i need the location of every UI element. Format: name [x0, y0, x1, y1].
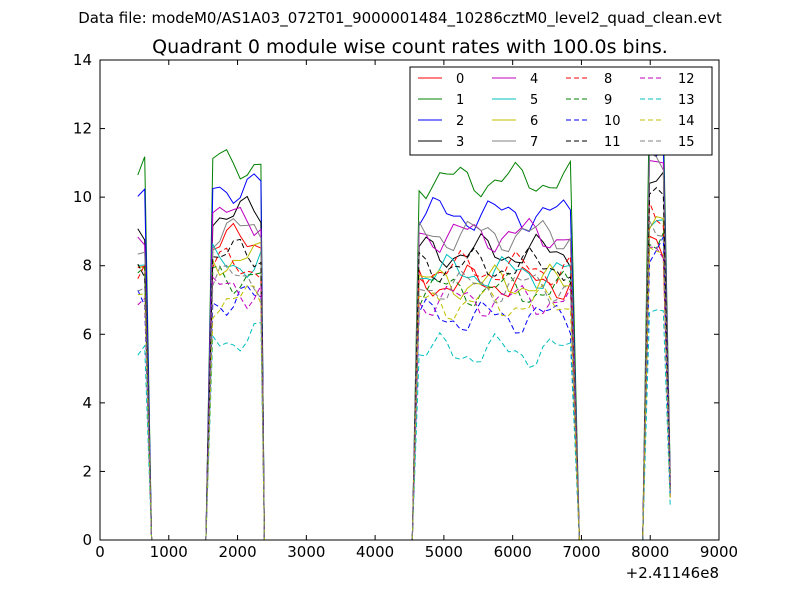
series-line-1 [137, 94, 671, 541]
y-tick-label: 10 [73, 188, 92, 206]
plot-frame [99, 59, 720, 541]
x-tick-label: 8000 [631, 543, 669, 561]
x-tick-label: 2000 [218, 543, 256, 561]
y-tick-label: 12 [73, 120, 92, 138]
x-tick-label: 5000 [425, 543, 463, 561]
axis-ticks: 0 1000 2000 3000 4000 5000 6000 7000 8000 9000 0 2 4… [73, 51, 738, 561]
series-line-5 [137, 219, 671, 541]
y-tick-label: 14 [73, 51, 92, 69]
legend-label-0: 0 [456, 72, 464, 87]
x-tick-label: 1000 [150, 543, 188, 561]
legend-label-10: 10 [604, 114, 621, 129]
chart-suptitle: Data file: modeM0/AS1A03_072T01_90000014… [78, 9, 722, 28]
series-line-7 [137, 151, 671, 541]
legend-label-8: 8 [604, 72, 612, 87]
series-line-13 [137, 309, 671, 541]
x-tick-label: 0 [95, 543, 105, 561]
legend-label-9: 9 [604, 93, 612, 108]
y-tick-label: 0 [82, 531, 92, 549]
legend-label-1: 1 [456, 93, 464, 108]
x-axis-offset-label: +2.41146e8 [626, 564, 719, 582]
x-tick-label: 3000 [287, 543, 325, 561]
series-line-6 [137, 216, 671, 541]
legend-label-4: 4 [530, 72, 538, 87]
x-tick-label: 7000 [562, 543, 600, 561]
legend-box [409, 66, 713, 156]
series-line-3 [137, 170, 671, 541]
series-line-11 [137, 186, 671, 541]
legend-label-6: 6 [530, 114, 538, 129]
legend-label-2: 2 [456, 114, 464, 129]
series-line-15 [137, 220, 671, 541]
legend-label-15: 15 [678, 135, 695, 150]
series-line-4 [137, 160, 671, 541]
series-line-10 [137, 236, 671, 541]
x-tick-label: 4000 [356, 543, 394, 561]
legend-label-11: 11 [604, 135, 621, 150]
legend-label-5: 5 [530, 93, 538, 108]
series-line-0 [137, 222, 671, 541]
x-tick-label: 6000 [494, 543, 532, 561]
plot-lines [137, 94, 671, 541]
y-tick-label: 6 [82, 325, 92, 343]
legend-label-3: 3 [456, 135, 464, 150]
series-line-9 [137, 232, 671, 541]
series-line-14 [137, 246, 671, 541]
y-tick-label: 8 [82, 257, 92, 275]
y-tick-label: 4 [82, 394, 92, 412]
series-line-2 [137, 142, 671, 541]
legend-label-12: 12 [678, 72, 695, 87]
legend-label-7: 7 [530, 135, 538, 150]
chart-title: Quadrant 0 module wise count rates with … [152, 36, 668, 58]
x-tick-label: 9000 [700, 543, 738, 561]
y-tick-label: 2 [82, 462, 92, 480]
series-line-8 [137, 201, 671, 541]
series-line-12 [137, 246, 671, 541]
legend-label-13: 13 [678, 93, 695, 108]
legend-label-14: 14 [678, 114, 695, 129]
